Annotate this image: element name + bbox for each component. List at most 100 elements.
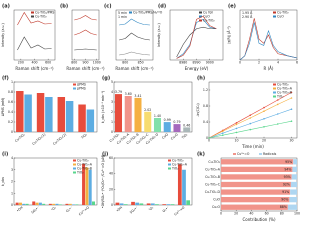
y-tick-label: 0.6 [8, 100, 13, 104]
x-axis-label: R (Å) [264, 66, 274, 71]
x-tick-label: 0 [239, 61, 241, 65]
bar [42, 203, 46, 205]
annotation: 1.95 Å [242, 10, 253, 15]
bar [150, 203, 155, 205]
bar [15, 202, 19, 205]
x-tick-label: Cu₂O [170, 132, 179, 141]
value-label: 2.02 [144, 108, 151, 112]
bar [72, 204, 76, 205]
point [263, 106, 265, 109]
y-axis-label: Intensity (a.u.) [1, 23, 5, 46]
bar [135, 202, 140, 205]
bar [170, 204, 175, 205]
point [249, 128, 252, 131]
legend-label: CuO [203, 15, 210, 19]
bar [58, 204, 62, 205]
figure: (a)Raman shift (cm⁻¹)Intensity (a.u.)200… [1, 4, 300, 223]
point [221, 130, 224, 132]
y-axis-label: ΔPMS (mM) [1, 98, 5, 116]
y-tick-label: 40 [109, 172, 113, 176]
value-label: 90% [281, 198, 288, 202]
bar [155, 204, 159, 205]
annotation: 1 min [118, 15, 127, 19]
x-tick-label: 10 [234, 139, 238, 143]
bar-segment [221, 181, 291, 188]
x-tick-label: 20 [262, 139, 266, 143]
value-label: 93% [284, 175, 291, 179]
legend-swatch [168, 163, 171, 166]
value-label: 95% [285, 160, 292, 164]
y-axis-label: |χ(R)| (Å⁻³) [226, 26, 231, 43]
x-tick-label: 400 [31, 61, 37, 65]
x-tick-label: 600 [45, 61, 51, 65]
x-axis-label: Raman shift (cm⁻¹) [115, 66, 154, 71]
legend-label: Cu-TiO₂ [77, 159, 89, 163]
y-tick-label: 0.4 [203, 120, 208, 124]
x-tick-label: Cu-TiO₂ [109, 132, 121, 143]
page: (a) Raman shift (cm⁻¹) Intensity (a.u.) 200… [1, 3, 300, 223]
y-tick-label: CuO [213, 198, 220, 202]
legend-swatch [273, 15, 276, 18]
y-axis-label: •OH/SO₄•⁻/¹O₂/O₂•⁻/Cu³⁺=O (μM) [101, 155, 105, 209]
y-tick-label: 2 [11, 180, 13, 184]
x-tick-label: 4 [277, 61, 279, 65]
bar [65, 203, 69, 205]
bar [123, 204, 128, 205]
plot-frame [169, 9, 224, 61]
value-label: 91% [282, 190, 289, 194]
bar-segment [221, 196, 290, 203]
legend-label: Cu-TiO₂ [277, 83, 289, 87]
plot-frame [113, 81, 193, 133]
x-tick-label: 1000 [93, 61, 101, 65]
series-line [74, 29, 97, 36]
plot-frame [13, 81, 98, 133]
legend-label: Cu-TiO₂/PMS [35, 11, 54, 15]
point [249, 117, 252, 119]
point [276, 123, 279, 125]
bar [48, 203, 52, 205]
bar-segment [221, 189, 291, 195]
x-axis-label: Contribution (%) [242, 217, 275, 222]
legend-label: Cu-TiO₂ [203, 19, 215, 23]
panel-label: (i) [2, 152, 8, 158]
bar [68, 203, 72, 205]
bar [153, 118, 161, 132]
x-tick-label: TiO₂ [180, 132, 189, 140]
bar-segment [221, 166, 293, 173]
x-tick-label: 8990 [192, 61, 200, 65]
panel-label: (h) [197, 76, 205, 82]
y-tick-label: Cu-TiO₂-D [205, 190, 221, 194]
x-tick-label: 20 [234, 212, 238, 216]
series-line [119, 32, 150, 41]
x-axis-label: Time (min) [241, 144, 264, 149]
bar [82, 163, 86, 205]
bar [65, 101, 74, 132]
x-tick-label: 800 [122, 61, 128, 65]
value-label: 0.99 [164, 118, 171, 122]
legend-label: CuO [277, 15, 284, 19]
panel-label: (f) [2, 76, 9, 82]
value-label: 1.40 [154, 114, 161, 118]
bar [166, 204, 171, 205]
bar [57, 97, 66, 132]
point [263, 110, 265, 112]
legend-label: ΔPMS [77, 83, 86, 87]
y-tick-label: 1 [11, 80, 13, 84]
bar [75, 204, 79, 205]
panel-label: (c) [104, 4, 112, 10]
bar-segment [287, 204, 297, 210]
bar [35, 202, 39, 205]
bar-segment [221, 174, 292, 180]
bar [173, 124, 181, 132]
bar [115, 202, 120, 205]
x-tick-label: O₂•⁻ [162, 205, 170, 213]
y-axis-label: k_obs (×10⁻² min⁻¹) [101, 91, 105, 123]
y-tick-label: 4 [11, 156, 13, 160]
series-line [239, 22, 298, 61]
y-tick-label: 0 [11, 203, 13, 207]
y-tick-label: 1.2 [203, 88, 208, 92]
y-tick-label: Cu-TiO₂ [208, 160, 220, 164]
legend-swatch [31, 11, 34, 14]
series-line [119, 51, 150, 56]
value-label: 3.79 [115, 90, 122, 94]
